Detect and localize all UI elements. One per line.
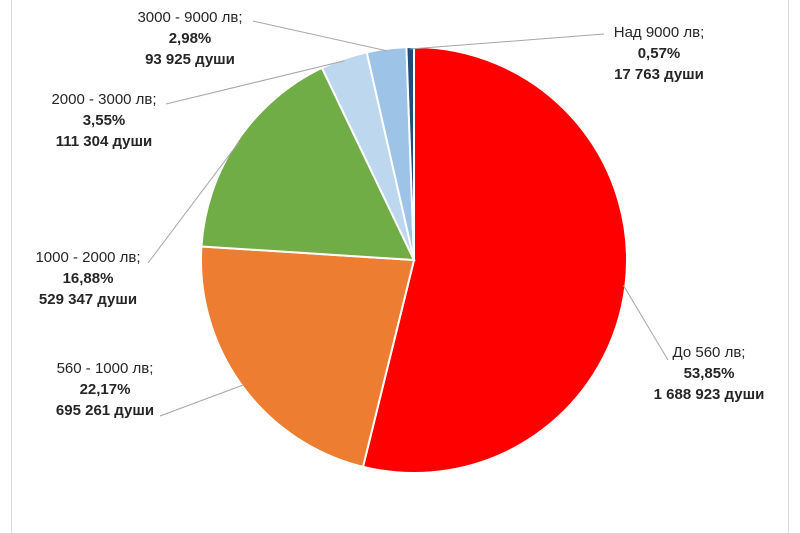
leader-line-6	[410, 33, 605, 50]
data-label-category: 560 - 1000 лв;	[57, 360, 154, 377]
data-labels: До 560 лв; 53,85% 1 688 923 души 560 - 1000…	[35, 9, 764, 419]
pie-slice-6	[405, 45, 415, 261]
data-label-category: 3000 - 9000 лв;	[137, 9, 242, 26]
data-label-5: 3000 - 9000 лв; 2,98% 93 925 души	[137, 9, 242, 68]
pie-slice-3	[200, 66, 416, 262]
chart-frame-right-border	[788, 0, 789, 533]
data-label-4: 2000 - 3000 лв; 3,55% 111 304 души	[51, 91, 156, 150]
leader-line-2	[159, 384, 245, 417]
data-label-3: 1000 - 2000 лв; 16,88% 529 347 души	[35, 249, 140, 308]
pie-slice-1	[361, 45, 628, 474]
data-label-count: 93 925 души	[145, 51, 235, 68]
data-label-percent: 16,88%	[63, 270, 114, 287]
pie-slice-2	[200, 245, 416, 469]
leader-line-1	[623, 285, 669, 361]
data-label-percent: 0,57%	[638, 45, 681, 62]
data-label-percent: 22,17%	[80, 381, 131, 398]
data-label-6: Над 9000 лв; 0,57% 17 763 души	[614, 24, 705, 83]
leader-lines	[147, 20, 669, 417]
data-label-count: 1 688 923 души	[654, 386, 765, 403]
data-label-percent: 3,55%	[83, 112, 126, 129]
data-label-2: 560 - 1000 лв; 22,17% 695 261 души	[56, 360, 154, 419]
data-label-count: 695 261 души	[56, 402, 154, 419]
data-label-category: 1000 - 2000 лв;	[35, 249, 140, 266]
data-label-count: 17 763 души	[614, 66, 704, 83]
data-label-category: 2000 - 3000 лв;	[51, 91, 156, 108]
pie-slices	[200, 45, 628, 474]
data-label-1: До 560 лв; 53,85% 1 688 923 души	[654, 344, 765, 403]
data-label-category: До 560 лв;	[673, 344, 746, 361]
data-label-count: 529 347 души	[39, 291, 137, 308]
leader-line-3	[147, 141, 240, 264]
data-label-count: 111 304 души	[56, 133, 153, 150]
leader-line-5	[252, 20, 387, 52]
data-label-percent: 2,98%	[169, 30, 212, 47]
leader-line-4	[165, 60, 345, 105]
data-label-category: Над 9000 лв;	[614, 24, 705, 41]
chart-frame-left-border	[11, 0, 12, 533]
data-label-percent: 53,85%	[684, 365, 735, 382]
